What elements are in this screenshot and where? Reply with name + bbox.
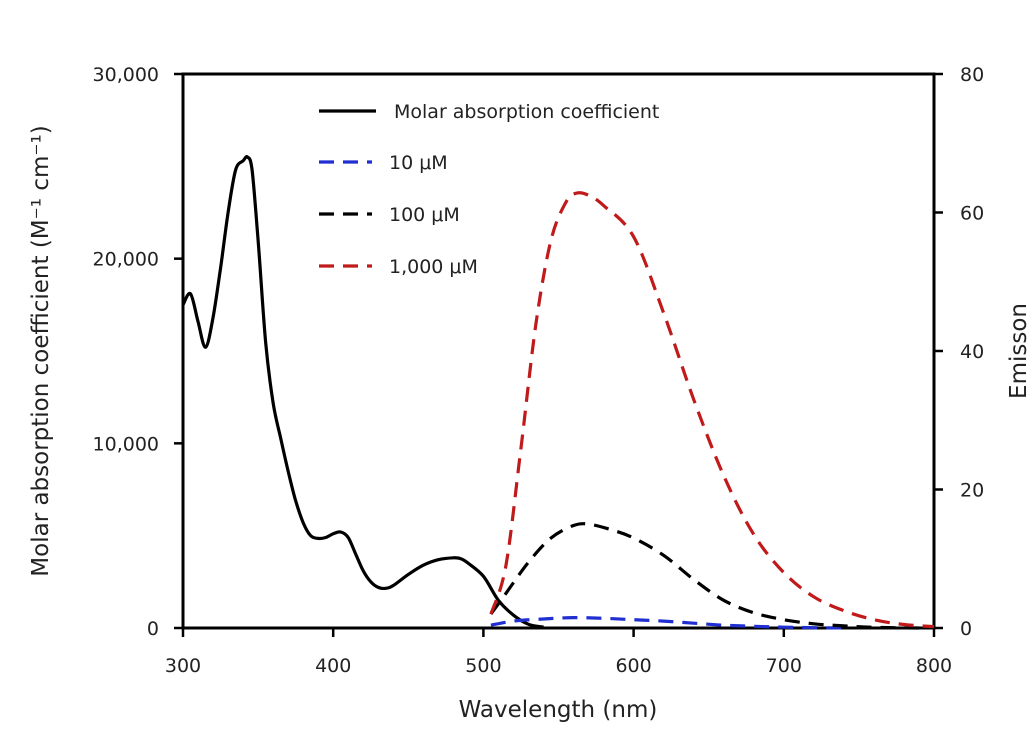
y2-tick-label: 80	[960, 64, 984, 86]
y-axis-ticks: 0 10,000 20,000 30,000	[93, 64, 183, 640]
y2-tick-label: 0	[960, 618, 972, 640]
series-line-1-000-m	[489, 191, 935, 629]
legend: Molar absorption coefficient 10 μM 100 μM 1…	[319, 101, 659, 278]
x-axis-ticks: 300 400 500 600 700 800	[165, 628, 952, 677]
x-tick-label: 700	[766, 655, 802, 677]
y2-tick-label: 40	[960, 341, 984, 363]
y2-tick-label: 60	[960, 203, 984, 225]
y2-axis-title: Emisson	[1006, 303, 1029, 399]
y-tick-label: 30,000	[93, 64, 159, 86]
y-axis-title: Molar absorption coefficient (M⁻¹ cm⁻¹)	[28, 125, 54, 576]
series-line-100-m	[489, 522, 920, 630]
legend-label-100-m: 100 μM	[389, 204, 460, 226]
y2-tick-label: 20	[960, 480, 984, 502]
x-tick-label: 300	[165, 655, 201, 677]
x-tick-label: 500	[465, 655, 501, 677]
series-line-molar-absorption-coefficient	[181, 155, 544, 629]
series-layer	[181, 155, 935, 630]
x-tick-label: 800	[916, 655, 952, 677]
x-axis-title: Wavelength (nm)	[459, 697, 658, 723]
y-tick-label: 0	[147, 618, 159, 640]
series-line-10-m	[490, 615, 844, 630]
y-tick-label: 10,000	[93, 433, 159, 455]
legend-label-10-m: 10 μM	[389, 152, 448, 174]
legend-label-molar-absorption-coefficient: Molar absorption coefficient	[394, 101, 659, 123]
y2-axis-ticks: 0 20 40 60 80	[934, 64, 984, 640]
plot-frame	[181, 72, 936, 630]
legend-label-1-000-m: 1,000 μM	[389, 256, 478, 278]
x-tick-label: 600	[615, 655, 651, 677]
x-tick-label: 400	[315, 655, 351, 677]
y-tick-label: 20,000	[93, 249, 159, 271]
